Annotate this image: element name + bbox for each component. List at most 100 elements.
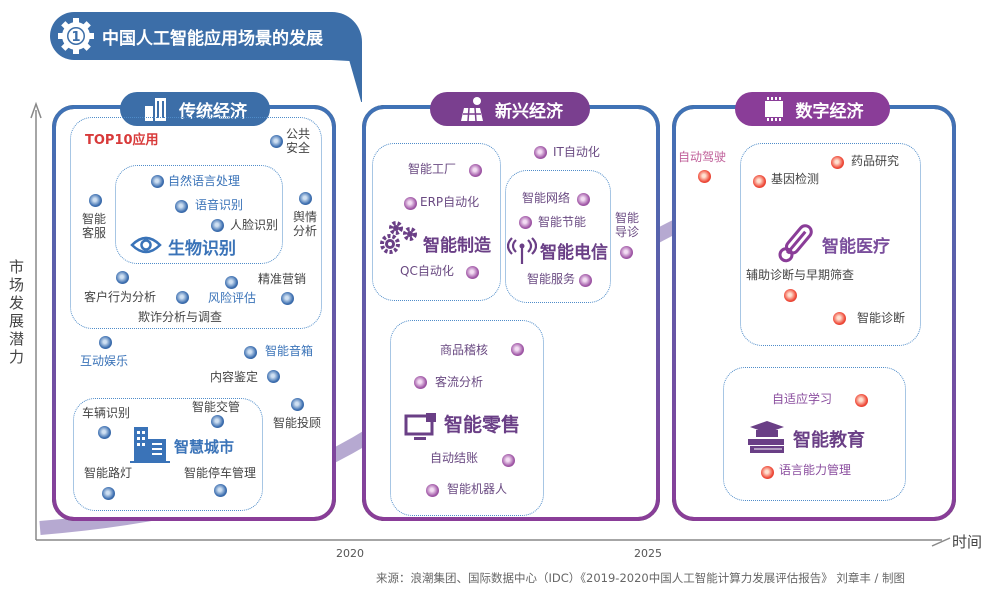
- application-item: 舆情分析: [293, 210, 318, 238]
- bullet-dot: [579, 274, 592, 287]
- application-item: 智能音箱: [265, 344, 314, 358]
- application-item: 商品稽核: [440, 343, 489, 357]
- bullet-dot: [267, 370, 280, 383]
- application-item: 智能工厂: [408, 162, 457, 176]
- bullet-dot: [466, 266, 479, 279]
- telecom-box: [505, 170, 611, 303]
- application-item: 风险评估: [208, 291, 257, 305]
- pill-title: 数字经济: [795, 101, 864, 122]
- manufacturing-box: [372, 143, 501, 301]
- application-item: 药品研究: [851, 154, 900, 168]
- bullet-dot: [151, 175, 164, 188]
- bullet-dot: [511, 343, 524, 356]
- bullet-dot: [519, 216, 532, 229]
- page-title: 中国人工智能应用场景的发展: [50, 12, 362, 60]
- bullet-dot: [469, 164, 482, 177]
- application-item: 智能导诊: [615, 211, 640, 239]
- bullet-dot: [99, 336, 112, 349]
- application-item: 语音识别: [195, 198, 244, 212]
- bullet-dot: [211, 415, 224, 428]
- application-item: QC自动化: [400, 264, 454, 278]
- header-number: 1: [71, 30, 80, 45]
- application-item: 智能网络: [522, 191, 571, 205]
- gears-icon: [380, 221, 417, 254]
- x-axis-arrow: [931, 537, 951, 547]
- bullet-dot: [831, 156, 844, 169]
- application-item: 自然语言处理: [168, 174, 241, 188]
- application-item: 智能投顾: [273, 416, 322, 430]
- page-title-text: 中国人工智能应用场景的发展: [102, 28, 323, 49]
- group-title-telecom: 智能电信: [540, 243, 608, 263]
- pill-title: 传统经济: [179, 101, 247, 122]
- application-item: 智能客服: [82, 212, 107, 240]
- bullet-dot: [784, 289, 797, 302]
- application-item: 自动驾驶: [678, 150, 727, 164]
- group-title-smart-city: 智慧城市: [174, 438, 235, 456]
- chip-icon: [764, 97, 783, 121]
- pill-digital: 数字经济: [735, 92, 890, 126]
- medical-box: [740, 143, 921, 346]
- pill-traditional: 传统经济: [120, 92, 270, 126]
- application-item: 智能节能: [538, 215, 587, 229]
- bullet-dot: [534, 146, 547, 159]
- y-axis-arrow: [30, 101, 42, 119]
- bullet-dot: [299, 192, 312, 205]
- group-title-biometric: 生物识别: [168, 239, 236, 259]
- application-item: 自动结账: [430, 451, 479, 465]
- application-item: 智能诊断: [857, 311, 906, 325]
- smart-city-box: [73, 398, 263, 511]
- application-item: 智能交管: [192, 400, 241, 414]
- bullet-dot: [404, 197, 417, 210]
- top10-label: TOP10应用: [85, 133, 159, 148]
- thermometer-icon: [778, 224, 813, 263]
- solar-panel-icon: [461, 97, 483, 122]
- bullet-dot: [175, 200, 188, 213]
- city-building-icon: [130, 427, 170, 463]
- buildings-icon: [145, 98, 166, 121]
- source-note: 来源：浪潮集团、国际数据中心（IDC）《2019-2020中国人工智能计算力发展…: [376, 571, 906, 585]
- y-axis-label: 市场发展潜力: [9, 258, 25, 366]
- bullet-dot: [214, 484, 227, 497]
- pill-title: 新兴经济: [495, 101, 563, 122]
- application-item: 车辆识别: [82, 406, 131, 420]
- bullet-dot: [270, 135, 283, 148]
- group-title-medical: 智能医疗: [822, 237, 890, 257]
- application-item: 互动娱乐: [80, 354, 129, 368]
- group-title-retail: 智能零售: [444, 414, 521, 436]
- application-item: 智能停车管理: [184, 466, 257, 480]
- bullet-dot: [502, 454, 515, 467]
- bullet-dot: [698, 170, 711, 183]
- antenna-icon: [507, 237, 537, 264]
- eye-icon: [130, 236, 162, 254]
- bullet-dot: [753, 175, 766, 188]
- retail-box: [390, 320, 544, 516]
- application-item: 语言能力管理: [779, 463, 852, 477]
- biometric-box: [115, 165, 283, 264]
- bullet-dot: [102, 487, 115, 500]
- x-tick: 2020: [336, 547, 364, 560]
- application-item: 智能服务: [527, 272, 576, 286]
- application-item: 欺诈分析与调查: [138, 310, 223, 324]
- bullet-dot: [244, 346, 257, 359]
- application-item: 客流分析: [435, 375, 484, 389]
- pill-emerging: 新兴经济: [430, 92, 590, 126]
- group-title-education: 智能教育: [793, 430, 865, 451]
- monitor-icon: [404, 413, 436, 440]
- application-item: 基因检测: [771, 172, 820, 186]
- bullet-dot: [620, 246, 633, 259]
- application-item: 精准营销: [258, 272, 307, 286]
- panel-traditional: [52, 105, 336, 521]
- bullet-dot: [414, 376, 427, 389]
- books-graduation-cap-icon: [748, 421, 784, 453]
- bullet-dot: [761, 466, 774, 479]
- top10-box: [70, 117, 322, 329]
- x-tick: 2025: [634, 547, 662, 560]
- bullet-dot: [291, 398, 304, 411]
- application-item: 辅助诊断与早期筛查: [746, 268, 855, 282]
- bullet-dot: [281, 292, 294, 305]
- bullet-dot: [98, 426, 111, 439]
- bullet-dot: [833, 312, 846, 325]
- bullet-dot: [211, 219, 224, 232]
- application-item: 公共安全: [286, 127, 311, 155]
- panel-digital: [672, 105, 956, 521]
